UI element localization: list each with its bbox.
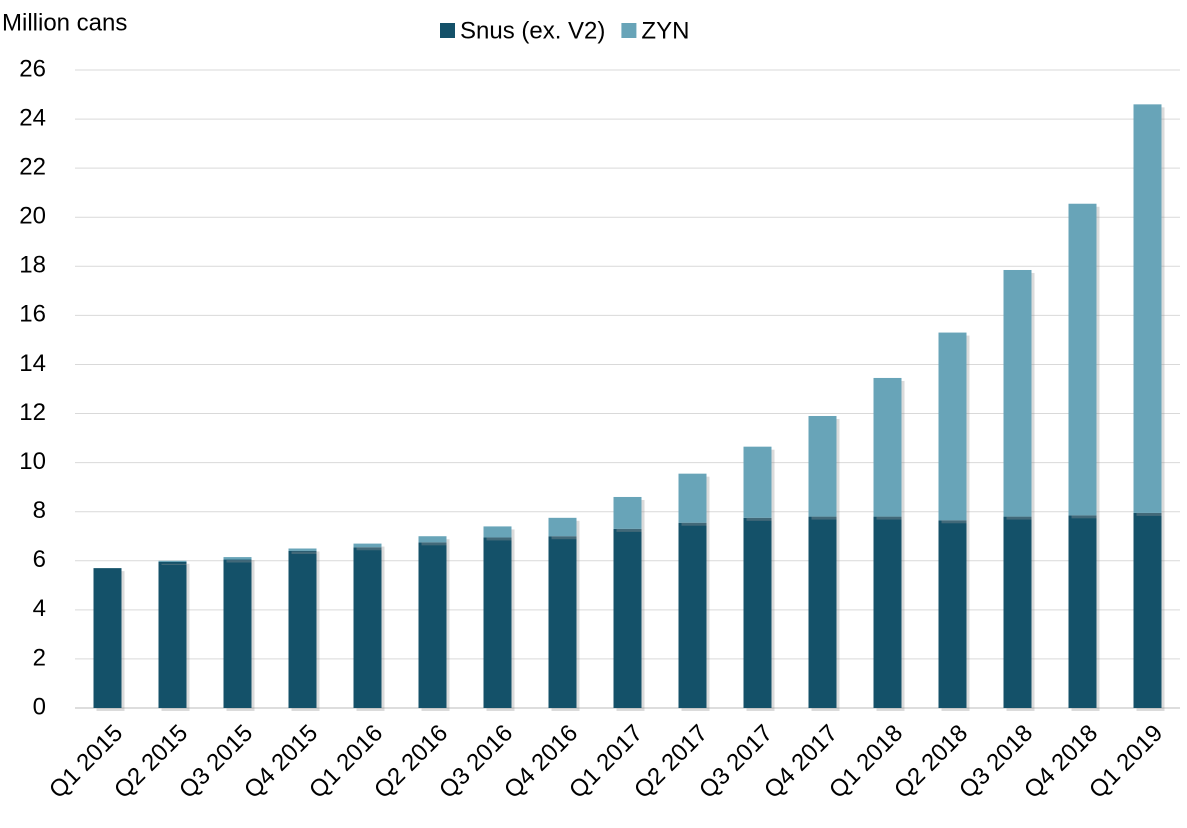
bar-segment xyxy=(808,415,837,517)
bar-segment xyxy=(678,473,707,523)
legend-swatch xyxy=(440,23,455,38)
y-tick-label: 4 xyxy=(33,595,46,622)
bar-shadow xyxy=(356,546,385,551)
bar-shadow xyxy=(291,551,320,554)
bar-segment xyxy=(158,560,187,562)
bar-segment xyxy=(548,536,577,708)
y-tick-label: 12 xyxy=(19,399,46,426)
bar-segment xyxy=(418,542,447,708)
bar-segment xyxy=(1003,269,1032,517)
legend-label: Snus (ex. V2) xyxy=(460,17,605,44)
bar-segment xyxy=(1068,515,1097,708)
bar-segment xyxy=(223,557,252,560)
y-tick-label: 22 xyxy=(19,153,46,180)
bar-segment xyxy=(743,517,772,708)
legend-swatch xyxy=(621,23,637,38)
bar-segment xyxy=(938,332,967,521)
bar-segment xyxy=(1068,203,1097,516)
y-tick-label: 26 xyxy=(19,55,46,82)
bar-segment xyxy=(743,446,772,518)
bar-segment xyxy=(873,516,902,708)
y-tick-label: 8 xyxy=(33,497,46,524)
y-tick-label: 2 xyxy=(33,644,46,671)
bar-segment xyxy=(418,536,447,543)
bar-segment xyxy=(548,517,577,537)
y-tick-label: 16 xyxy=(19,301,46,328)
bar-segment xyxy=(613,496,642,529)
bar-segment xyxy=(808,516,837,708)
bar-segment xyxy=(1003,516,1032,708)
y-tick-label: 18 xyxy=(19,252,46,279)
bar-shadow xyxy=(226,560,255,563)
bar-segment xyxy=(1133,104,1162,513)
bar-segment xyxy=(288,550,317,708)
bar-segment xyxy=(93,568,122,708)
bar-shadow xyxy=(161,563,190,565)
bar-segment xyxy=(353,547,382,708)
bar-segment xyxy=(353,543,382,548)
y-tick-label: 14 xyxy=(19,350,46,377)
bar-segment xyxy=(613,528,642,708)
y-tick-label: 0 xyxy=(33,693,46,720)
bar-segment xyxy=(938,520,967,708)
y-tick-label: 20 xyxy=(19,203,46,230)
bar-segment xyxy=(288,548,317,551)
bar-segment xyxy=(158,561,187,708)
bar-segment xyxy=(678,522,707,708)
bar-segment xyxy=(223,559,252,708)
y-axis-label: Million cans xyxy=(2,9,127,36)
y-tick-label: 10 xyxy=(19,448,46,475)
bar-segment xyxy=(483,526,512,538)
bar-segment xyxy=(1133,512,1162,708)
bar-segment xyxy=(483,537,512,708)
bar-segment xyxy=(873,377,902,517)
y-tick-label: 24 xyxy=(19,104,46,131)
legend-label: ZYN xyxy=(641,17,689,44)
y-tick-label: 6 xyxy=(33,546,46,573)
